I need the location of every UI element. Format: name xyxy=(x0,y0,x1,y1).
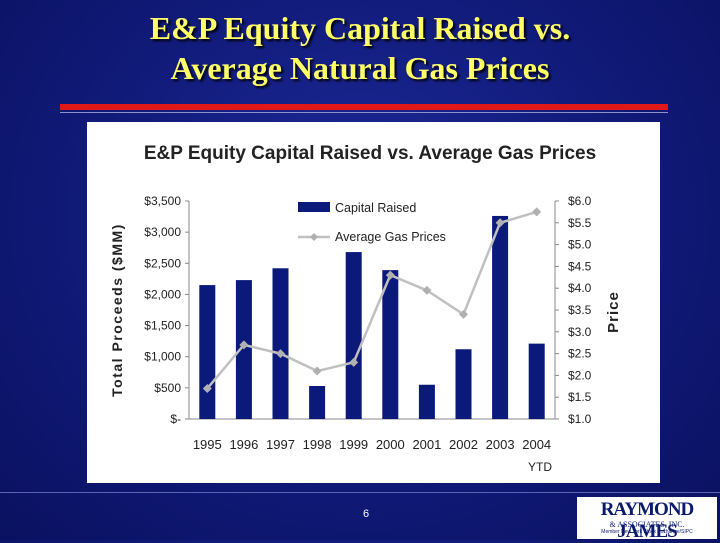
x-tick-label: 2001 xyxy=(412,437,441,452)
page-number: 6 xyxy=(362,508,370,520)
chart-svg: E&P Equity Capital Raised vs. Average Ga… xyxy=(109,143,622,474)
bar-capital-raised-1995 xyxy=(199,285,216,419)
x-tick-label: 1998 xyxy=(303,437,332,452)
bar-capital-raised-1999 xyxy=(345,252,362,419)
y2-axis-label: Price xyxy=(605,291,622,333)
raymond-james-logo: RAYMOND JAMES & ASSOCIATES, INC. Member … xyxy=(577,497,717,542)
y2-tick-label: $4.0 xyxy=(568,281,592,295)
y-tick-label: $2,500 xyxy=(144,256,181,270)
bar-capital-raised-2003 xyxy=(492,215,509,419)
x-tick-label: 2000 xyxy=(376,437,405,452)
y2-tick-label: $4.5 xyxy=(568,259,592,273)
chart-title: E&P Equity Capital Raised vs. Average Ga… xyxy=(144,143,596,164)
footer-rule xyxy=(0,492,720,493)
y2-tick-label: $5.0 xyxy=(568,238,592,252)
logo-tagline: Member New York Stock Exchange/SIPC xyxy=(601,529,693,535)
slide-title: E&P Equity Capital Raised vs. Average Na… xyxy=(0,8,720,88)
point-gas-price-1995 xyxy=(202,383,212,393)
point-gas-price-1996 xyxy=(239,340,249,350)
y2-tick-label: $5.5 xyxy=(568,216,592,230)
point-gas-price-2004 xyxy=(532,207,542,217)
point-gas-price-1997 xyxy=(276,349,285,359)
y-axis-label: Total Proceeds ($MM) xyxy=(109,223,125,397)
y2-tick-label: $3.5 xyxy=(568,303,592,317)
x-tick-label: 2004 xyxy=(522,437,551,452)
slide-title-line1: E&P Equity Capital Raised vs. xyxy=(149,10,571,46)
bar-capital-raised-1996 xyxy=(235,280,252,419)
legend-label-gas-prices: Average Gas Prices xyxy=(335,230,446,244)
logo-name: RAYMOND JAMES xyxy=(600,499,695,542)
point-gas-price-2002 xyxy=(459,309,468,319)
legend-label-capital-raised: Capital Raised xyxy=(335,201,416,215)
legend-swatch-capital-raised xyxy=(298,202,330,212)
point-gas-price-2003 xyxy=(495,218,505,228)
series-line-gas-prices xyxy=(206,210,538,390)
x-tick-label: 1997 xyxy=(266,437,295,452)
point-gas-price-1999 xyxy=(349,357,359,367)
bar-capital-raised-1998 xyxy=(309,385,326,419)
y2-tick-label: $1.0 xyxy=(568,412,592,426)
y2-tick-label: $2.5 xyxy=(568,347,592,361)
y-tick-label: $1,000 xyxy=(144,350,181,364)
y2-tick-label: $1.5 xyxy=(568,390,592,404)
title-underline xyxy=(60,104,668,110)
bar-capital-raised-1997 xyxy=(272,268,289,419)
y-tick-label: $500 xyxy=(154,381,181,395)
bar-capital-raised-2000 xyxy=(382,270,399,419)
point-gas-price-2001 xyxy=(422,285,432,295)
y-tick-label: $1,500 xyxy=(144,319,181,333)
x-tick-label: 1996 xyxy=(229,437,258,452)
x-tick-label: 2002 xyxy=(449,437,478,452)
y-tick-label: $2,000 xyxy=(144,287,181,301)
x-tick-label: 1999 xyxy=(339,437,368,452)
logo-subname: & ASSOCIATES, INC. xyxy=(609,520,685,529)
title-thin-rule xyxy=(60,112,668,113)
point-gas-price-1998 xyxy=(312,366,322,376)
y-tick-label: $3,000 xyxy=(144,225,181,239)
bar-capital-raised-2002 xyxy=(455,349,472,419)
slide-title-line2: Average Natural Gas Prices xyxy=(170,50,550,86)
y2-tick-label: $6.0 xyxy=(568,194,592,208)
x-tick-label: 2003 xyxy=(486,437,515,452)
x-tick-label: 1995 xyxy=(193,437,222,452)
bar-capital-raised-2001 xyxy=(418,384,435,419)
y2-tick-label: $2.0 xyxy=(568,368,592,382)
y-tick-label: $- xyxy=(170,412,181,426)
chart-panel: E&P Equity Capital Raised vs. Average Ga… xyxy=(87,122,660,483)
point-gas-price-2000 xyxy=(385,270,395,280)
bar-capital-raised-2004 xyxy=(528,343,545,419)
x-sublabel: YTD xyxy=(528,460,552,474)
legend-marker-gas-prices xyxy=(310,233,318,241)
y2-tick-label: $3.0 xyxy=(568,325,592,339)
y-tick-label: $3,500 xyxy=(144,194,181,208)
